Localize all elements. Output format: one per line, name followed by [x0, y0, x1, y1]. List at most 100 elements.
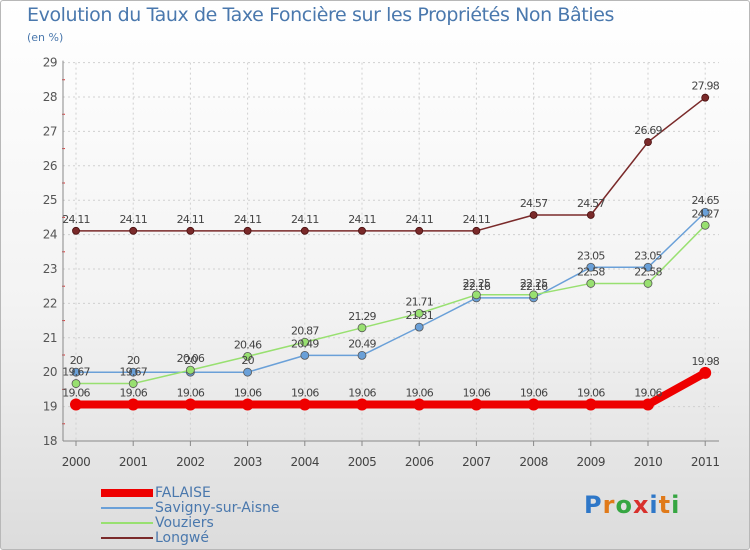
data-point	[415, 226, 424, 235]
data-point	[243, 367, 253, 377]
series-line	[76, 224, 706, 385]
data-point	[644, 138, 652, 146]
data-point	[128, 367, 138, 377]
data-point	[529, 290, 538, 300]
data-label: 20.49	[348, 337, 376, 350]
data-point	[72, 226, 80, 235]
y-tick-label: 26	[43, 159, 57, 173]
y-tick-label: 22	[43, 296, 57, 310]
data-label: 19.06	[405, 387, 433, 400]
legend-label: Longwé	[155, 530, 209, 546]
data-point	[186, 226, 195, 235]
legend-swatch	[101, 489, 153, 497]
legend-swatch	[101, 537, 153, 539]
data-label: 21.31	[405, 309, 433, 322]
data-point	[128, 379, 138, 388]
series-line	[76, 369, 708, 409]
x-tick-label: 2006	[405, 455, 434, 469]
x-tick-label: 2004	[291, 455, 320, 469]
data-point	[643, 262, 653, 272]
data-label: 22.58	[634, 265, 662, 278]
legend-label: FALAISE	[155, 485, 211, 501]
data-point	[357, 323, 367, 333]
logo-letter: P	[584, 491, 603, 519]
logo-letter: o	[615, 491, 633, 519]
data-label: 24.11	[463, 213, 491, 226]
data-point	[586, 262, 596, 272]
data-label: 19.06	[177, 387, 205, 400]
data-point	[243, 351, 253, 361]
data-label: 20	[127, 354, 140, 367]
data-point	[700, 207, 710, 217]
legend-swatch	[101, 522, 153, 524]
chart-subtitle: (en %)	[27, 31, 64, 44]
data-label: 24.11	[119, 213, 147, 226]
y-tick-label: 21	[43, 331, 57, 345]
y-tick-label: 25	[43, 193, 57, 207]
data-label: 24.57	[520, 197, 548, 210]
legend-label: Savigny-sur-Aisne	[155, 500, 280, 516]
x-tick-label: 2007	[462, 455, 491, 469]
data-label: 20	[70, 354, 83, 367]
data-label: 22.16	[520, 280, 548, 293]
data-label: 20.46	[234, 338, 262, 351]
data-point	[184, 398, 197, 411]
x-tick-label: 2000	[62, 455, 91, 469]
x-tick-label: 2008	[519, 455, 548, 469]
data-point	[643, 279, 653, 288]
logo-letter: i	[671, 491, 681, 519]
data-label: 23.05	[577, 249, 605, 262]
x-tick-label: 2010	[634, 455, 663, 469]
x-tick-label: 2009	[577, 455, 606, 469]
x-tick-label: 2001	[119, 455, 148, 469]
data-label: 27.98	[691, 80, 719, 93]
data-point	[586, 211, 595, 219]
data-point	[699, 366, 712, 379]
data-label: 21.29	[348, 310, 376, 323]
data-label: 20.87	[291, 324, 319, 337]
data-label: 20	[184, 354, 197, 367]
proxiti-logo: Proxiti	[584, 491, 680, 519]
y-tick-label: 28	[43, 90, 57, 104]
logo-letter: x	[632, 491, 650, 519]
data-point	[529, 211, 538, 219]
y-tick-label: 23	[43, 262, 57, 276]
data-point	[129, 226, 138, 235]
data-label: 24.11	[177, 213, 205, 226]
data-point	[70, 398, 82, 411]
chart-title: Evolution du Taux de Taxe Foncière sur l…	[27, 4, 615, 26]
logo-letter: r	[602, 491, 616, 519]
data-point	[470, 398, 483, 411]
x-tick-label: 2011	[691, 455, 720, 469]
data-label: 19.67	[62, 366, 90, 379]
data-point	[642, 398, 654, 411]
data-label: 24.27	[691, 207, 719, 220]
legend-swatch	[101, 507, 153, 509]
data-label: 22.16	[463, 280, 491, 293]
data-label: 19.06	[119, 387, 147, 400]
data-point	[298, 398, 311, 411]
data-label: 24.11	[62, 213, 90, 226]
data-label: 19.06	[463, 387, 491, 400]
data-point	[71, 367, 81, 377]
data-label: 19.06	[577, 387, 605, 400]
data-point	[243, 226, 252, 235]
data-point	[527, 398, 540, 411]
data-point	[358, 226, 366, 235]
data-label: 19.67	[119, 366, 147, 379]
data-label: 24.65	[691, 194, 719, 207]
data-labels: 19.06 19.06 19.06 19.06 19.06 19.06 19.06 19.06…	[62, 80, 720, 400]
data-label: 20.49	[291, 337, 319, 350]
y-tick-label: 29	[43, 56, 57, 70]
data-point	[300, 226, 309, 235]
data-label: 19.06	[291, 387, 319, 400]
data-point	[471, 290, 481, 300]
data-point	[185, 365, 195, 375]
x-tick-label: 2002	[176, 455, 205, 469]
legend-label: Vouziers	[155, 515, 214, 531]
data-point	[356, 398, 368, 411]
data-label: 22.25	[463, 277, 491, 290]
data-label: 24.11	[348, 213, 376, 226]
